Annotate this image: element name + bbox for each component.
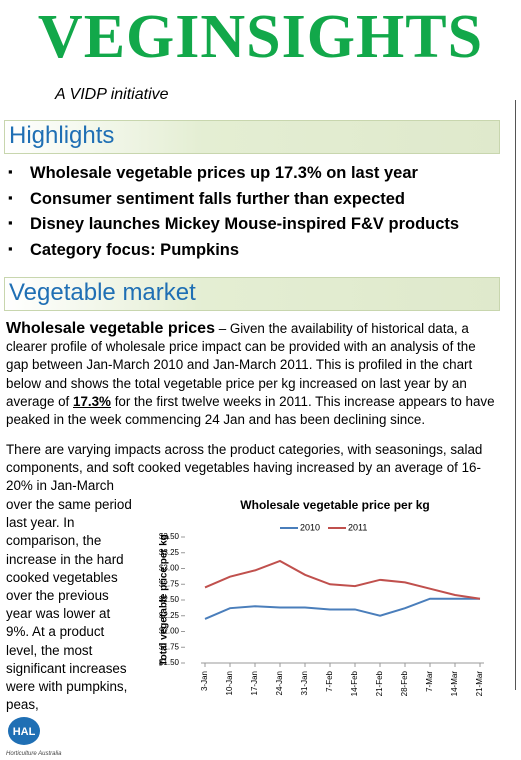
highlight: Disney launches Mickey Mouse-inspired F&… <box>8 215 459 241</box>
emphasis: 17.3% <box>73 393 111 409</box>
y-tick-label: $1.75 <box>159 642 180 651</box>
x-tick-label: 10-Jan <box>225 671 234 695</box>
x-tick-label: 24-Jan <box>275 671 284 695</box>
x-tick-label: 7-Mar <box>425 671 434 692</box>
y-tick-label: $2.25 <box>159 611 180 620</box>
y-tick-label: $2.50 <box>159 595 180 604</box>
x-tick-label: 21-Mar <box>475 671 484 697</box>
chart-title: Wholesale vegetable price per kg <box>240 498 429 512</box>
series-line <box>204 559 481 600</box>
y-axis-label: Total vegetable price per kg <box>159 534 170 666</box>
lead: Wholesale vegetable prices <box>6 320 215 337</box>
masthead: VEGINSIGHTS <box>37 3 484 71</box>
highlight: Consumer sentiment falls further than ex… <box>8 190 459 216</box>
text: for the first twelve weeks in 2011. This… <box>6 393 495 428</box>
paragraph: Wholesale vegetable prices – Given the a… <box>6 320 500 429</box>
logo-text: HAL <box>13 726 36 738</box>
section-bar: Highlights <box>4 120 500 154</box>
x-tick-label: 28-Feb <box>400 670 409 696</box>
text: – Given the availability of historical d… <box>6 321 476 409</box>
legend-label: 2010 <box>300 522 320 532</box>
legend-label: 2011 <box>348 522 367 532</box>
section-bar: Vegetable market <box>4 277 500 311</box>
subtitle: A VIDP initiative <box>55 86 169 103</box>
x-tick-label: 21-Feb <box>375 670 384 696</box>
section-title: Highlights <box>9 122 115 149</box>
y-tick-label: $3.50 <box>159 532 180 541</box>
y-tick-label: $3.00 <box>159 564 180 573</box>
x-tick-label: 3-Jan <box>200 671 209 691</box>
y-tick-label: $2.00 <box>159 627 180 636</box>
x-tick-label: 17-Jan <box>250 671 259 695</box>
paragraph: There are varying impacts across the pro… <box>6 442 483 494</box>
y-tick-label: $2.75 <box>159 579 180 588</box>
x-tick-label: 7-Feb <box>325 670 334 691</box>
y-tick-label: $1.50 <box>159 658 180 667</box>
highlight: Wholesale vegetable prices up 17.3% on l… <box>8 164 459 190</box>
logo-mark <box>8 717 40 745</box>
section-title: Vegetable market <box>9 279 196 306</box>
paragraph: over the same period last year. In compa… <box>6 497 132 713</box>
highlight: Category focus: Pumpkins <box>8 241 459 267</box>
highlight-list: Wholesale vegetable prices up 17.3% on l… <box>8 164 459 267</box>
rule <box>515 100 516 690</box>
chart: Wholesale vegetable price per kg Total v… <box>159 498 484 697</box>
x-tick-label: 14-Feb <box>350 670 359 696</box>
series-line <box>204 597 480 620</box>
logo-caption: Horticulture Australia <box>6 751 62 757</box>
x-tick-label: 31-Jan <box>300 671 309 695</box>
y-tick-label: $3.25 <box>159 548 180 557</box>
x-tick-label: 14-Mar <box>450 671 459 697</box>
logo: HAL Horticulture Australia <box>6 717 62 757</box>
